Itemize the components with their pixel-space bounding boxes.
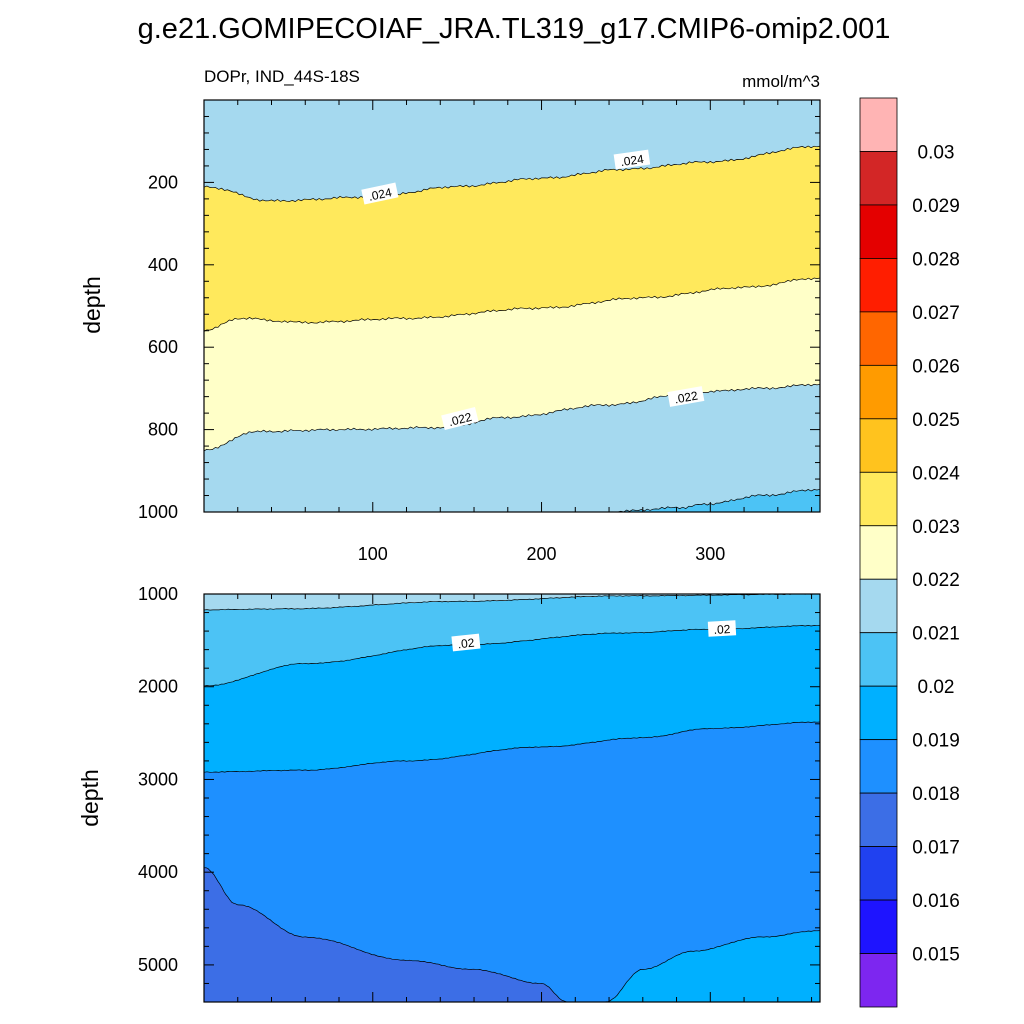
upper-contour-label: .022 — [667, 386, 705, 407]
upper-ytick-label: 1000 — [138, 502, 178, 522]
colorbar-swatch — [859, 739, 898, 794]
upper-fill-region — [611, 489, 820, 512]
upper-ytick-label: 600 — [148, 337, 178, 357]
lower-contour-line-0.019 — [204, 721, 820, 773]
colorbar-tick-label: 0.028 — [912, 249, 960, 270]
colorbar-tick-label: 0.019 — [912, 731, 960, 752]
colorbar-swatch — [859, 471, 898, 527]
colorbar-tick-label: 0.024 — [912, 463, 960, 484]
colorbar-swatch — [859, 311, 898, 366]
svg-text:.024: .024 — [367, 185, 393, 204]
lower-ytick-label: 2000 — [138, 677, 178, 697]
lower-contour-label: .02 — [451, 633, 481, 652]
colorbar-swatch — [859, 685, 898, 741]
colorbar-tick-label: 0.018 — [912, 784, 960, 805]
colorbar-tick-label: 0.027 — [912, 303, 960, 324]
colorbar-swatch — [859, 204, 898, 259]
colorbar-swatch — [859, 846, 898, 901]
colorbar-tick-label: 0.023 — [912, 517, 960, 538]
lower-fill-region — [204, 722, 820, 1002]
colorbar-tick-label: 0.02 — [918, 677, 955, 698]
upper-contour-label: .024 — [361, 182, 399, 205]
colorbar-tick-label: 0.022 — [912, 570, 960, 591]
svg-text:.02: .02 — [713, 622, 731, 637]
upper-fill-region — [204, 384, 820, 512]
upper-panel: .024 .024 .022 .022 200 400 600 800 1000 100 200 30… — [138, 99, 821, 564]
colorbar-tick-label: 0.015 — [912, 945, 960, 966]
lower-fill-region — [605, 930, 820, 1002]
upper-ylabel: depth — [79, 276, 105, 334]
upper-ytick-label: 800 — [148, 420, 178, 440]
colorbar-tick-label: 0.017 — [912, 838, 960, 859]
upper-ytick-label: 400 — [148, 255, 178, 275]
svg-text:.022: .022 — [447, 410, 473, 429]
lower-contour-label: .02 — [707, 620, 737, 637]
colorbar-swatch — [859, 97, 898, 152]
colorbar-swatch — [859, 364, 898, 420]
lower-ytick-label: 3000 — [138, 769, 178, 789]
upper-contour-line-0.021 — [610, 488, 820, 512]
colorbar-swatch — [859, 632, 898, 687]
colorbar-swatch — [859, 258, 898, 313]
lower-contour-line-0.021 — [204, 594, 820, 611]
colorbar-tick-label: 0.021 — [912, 624, 960, 645]
upper-contour-line-0.024 — [204, 145, 820, 202]
lower-ytick-label: 5000 — [138, 955, 178, 975]
colorbar-swatch — [859, 953, 898, 1008]
upper-ytick-label: 200 — [148, 172, 178, 192]
colorbar-swatch — [859, 418, 898, 473]
lower-fill-region — [204, 867, 567, 1002]
upper-xtick-label: 100 — [358, 544, 388, 564]
colorbar-swatch — [859, 151, 898, 206]
colorbar-tick-label: 0.03 — [918, 142, 955, 163]
lower-ytick-label: 1000 — [138, 584, 178, 604]
colorbar-tick-label: 0.026 — [912, 356, 960, 377]
upper-contour-line-0.022 — [204, 383, 820, 452]
upper-contour-label: .022 — [441, 407, 479, 431]
svg-text:.022: .022 — [673, 389, 699, 407]
colorbar-swatch — [859, 792, 898, 847]
colorbar-swatch — [859, 899, 898, 954]
figure-title: g.e21.GOMIPECOIAF_JRA.TL319_g17.CMIP6-om… — [138, 13, 891, 45]
lower-ylabel: depth — [77, 769, 103, 827]
variable-label: DOPr, IND_44S-18S — [204, 67, 360, 86]
colorbar-tick-label: 0.025 — [912, 410, 960, 431]
colorbar-tick-label: 0.016 — [912, 891, 960, 912]
colorbar-tick-label: 0.029 — [912, 196, 960, 217]
lower-contour-line-0.018 — [204, 867, 567, 1002]
upper-contour-line-0.023 — [204, 277, 820, 332]
upper-xtick-label: 200 — [527, 544, 557, 564]
lower-ytick-label: 4000 — [138, 862, 178, 882]
lower-contour-line-0.019 — [605, 930, 820, 1002]
upper-contour-label: .024 — [613, 149, 651, 170]
upper-frame — [203, 99, 821, 513]
svg-text:.02: .02 — [457, 636, 475, 652]
colorbar-swatch — [859, 578, 898, 634]
upper-xtick-label: 300 — [695, 544, 725, 564]
colorbar: 0.03 0.029 0.028 0.027 0.026 0.025 0.024 0.023 0… — [859, 97, 960, 1008]
svg-text:.024: .024 — [620, 152, 645, 169]
lower-panel: .02 .02 1000 2000 3000 4000 5000 — [138, 584, 821, 1003]
units-label: mmol/m^3 — [742, 72, 820, 91]
colorbar-swatch — [859, 525, 898, 580]
